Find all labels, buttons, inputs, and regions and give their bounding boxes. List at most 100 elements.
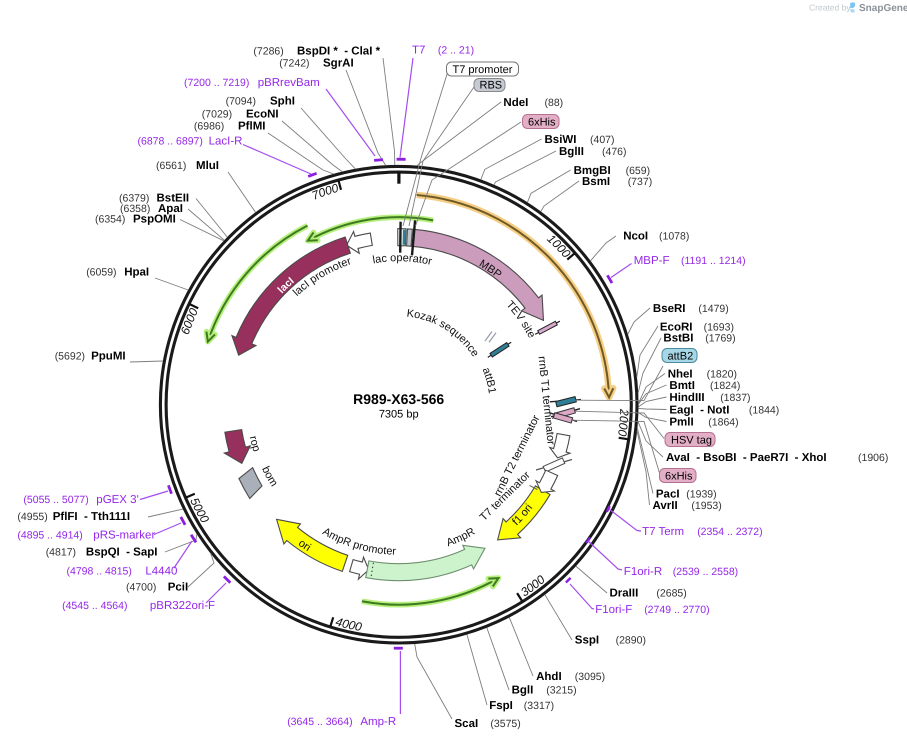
svg-text:(1820): (1820): [707, 369, 737, 381]
svg-text:(3575): (3575): [490, 718, 520, 730]
svg-text:6xHis: 6xHis: [528, 116, 556, 128]
svg-text:F1ori-F: F1ori-F: [595, 604, 632, 616]
svg-text:(2 .. 21): (2 .. 21): [438, 45, 474, 57]
svg-text:Amp-R: Amp-R: [360, 716, 396, 728]
svg-text:(6561): (6561): [156, 160, 186, 172]
svg-text:(6354): (6354): [95, 214, 125, 226]
svg-text:(3215): (3215): [546, 685, 576, 697]
svg-text:Created by: Created by: [809, 3, 851, 13]
svg-text:PflFI - Tth111I: PflFI - Tth111I: [53, 511, 130, 523]
svg-text:NdeI: NdeI: [503, 97, 528, 109]
svg-text:BsiWI: BsiWI: [545, 134, 577, 146]
svg-text:(1191 .. 1214): (1191 .. 1214): [681, 255, 746, 267]
svg-text:(7029): (7029): [202, 109, 232, 121]
svg-text:(3317): (3317): [524, 700, 554, 712]
svg-text:(1864): (1864): [708, 417, 738, 429]
svg-text:(2539 .. 2558): (2539 .. 2558): [673, 566, 738, 578]
svg-text:(4895 .. 4914): (4895 .. 4914): [17, 530, 82, 542]
svg-text:EcoNI: EcoNI: [246, 109, 279, 121]
svg-text:attB1: attB1: [480, 366, 498, 394]
svg-text:T7 promoter: T7 promoter: [453, 64, 513, 76]
svg-text:(5692): (5692): [55, 351, 85, 363]
svg-text:AvaI - BsoBI - PaeR7I - Xho: AvaI - BsoBI - PaeR7I - XhoI: [666, 452, 827, 464]
svg-text:pRS-marker: pRS-marker: [93, 530, 155, 542]
svg-text:(4817): (4817): [46, 547, 76, 559]
svg-text:(2890): (2890): [616, 635, 646, 647]
svg-text:(6878 .. 6897): (6878 .. 6897): [138, 136, 203, 148]
svg-text:MBP-F: MBP-F: [634, 255, 670, 267]
svg-text:FspI: FspI: [489, 700, 513, 712]
svg-text:(1837): (1837): [720, 392, 750, 404]
svg-text:6xHis: 6xHis: [665, 470, 693, 482]
svg-text:AmpR: AmpR: [445, 526, 477, 550]
svg-text:(7094): (7094): [226, 96, 256, 108]
svg-text:L4440: L4440: [145, 566, 177, 578]
svg-text:(2749 .. 2770): (2749 .. 2770): [644, 604, 709, 616]
svg-text:pBRrevBam: pBRrevBam: [258, 77, 320, 89]
svg-text:BspDI * - ClaI *: BspDI * - ClaI *: [297, 46, 381, 58]
svg-text:(88): (88): [545, 97, 564, 109]
svg-text:(5055 .. 5077): (5055 .. 5077): [23, 494, 88, 506]
svg-text:(4545 .. 4564): (4545 .. 4564): [62, 600, 127, 612]
svg-text:(4700): (4700): [126, 582, 156, 594]
svg-text:PciI: PciI: [168, 582, 188, 594]
svg-text:7305 bp: 7305 bp: [379, 409, 419, 421]
svg-text:(476): (476): [602, 146, 627, 158]
svg-text:(6059): (6059): [86, 267, 116, 279]
svg-text:PflMI: PflMI: [238, 121, 265, 133]
svg-text:(407): (407): [590, 134, 615, 146]
svg-text:(4955): (4955): [17, 511, 47, 523]
svg-text:R989-X63-566: R989-X63-566: [353, 391, 444, 407]
svg-text:(7200 .. 7219): (7200 .. 7219): [184, 77, 249, 89]
svg-text:attB2: attB2: [668, 350, 694, 362]
svg-text:BglI: BglI: [512, 685, 534, 697]
svg-text:BmtI: BmtI: [669, 380, 695, 392]
svg-text:(1769): (1769): [705, 333, 735, 345]
svg-text:HSV tag: HSV tag: [671, 434, 712, 446]
svg-text:T7 Term: T7 Term: [642, 526, 684, 538]
svg-text:lac operator: lac operator: [372, 252, 434, 268]
svg-text:HpaI: HpaI: [124, 267, 149, 279]
svg-text:(3095): (3095): [575, 671, 605, 683]
svg-text:SnapGene: SnapGene: [859, 3, 907, 14]
svg-text:(7242): (7242): [279, 58, 309, 70]
svg-text:EagI - NotI: EagI - NotI: [669, 405, 729, 417]
svg-text:(1906): (1906): [858, 452, 888, 464]
svg-text:BstBI: BstBI: [663, 333, 693, 345]
svg-text:T7: T7: [412, 45, 425, 57]
svg-text:NcoI: NcoI: [623, 231, 648, 243]
svg-text:SphI: SphI: [270, 96, 295, 108]
svg-text:BsmI: BsmI: [582, 176, 610, 188]
svg-text:(3645 .. 3664): (3645 .. 3664): [287, 716, 352, 728]
svg-text:pGEX 3': pGEX 3': [96, 494, 138, 506]
svg-text:NheI: NheI: [668, 369, 693, 381]
svg-text:(6986): (6986): [194, 121, 224, 133]
svg-text:(2685): (2685): [656, 588, 686, 600]
svg-text:AhdI: AhdI: [536, 671, 562, 683]
svg-text:bom: bom: [259, 465, 280, 489]
svg-text:(1078): (1078): [659, 231, 689, 243]
svg-text:(1939): (1939): [686, 489, 716, 501]
svg-text:BspQI - SapI: BspQI - SapI: [86, 547, 158, 559]
svg-text:pBR322ori-F: pBR322ori-F: [150, 600, 215, 612]
svg-text:ScaI: ScaI: [455, 718, 479, 730]
svg-text:SspI: SspI: [575, 635, 599, 647]
svg-text:DraIII: DraIII: [610, 588, 639, 600]
svg-text:rop: rop: [247, 435, 263, 453]
svg-text:MluI: MluI: [196, 160, 219, 172]
svg-text:PspOMI: PspOMI: [133, 214, 176, 226]
svg-text:(1479): (1479): [698, 303, 728, 315]
svg-text:4000: 4000: [334, 615, 363, 635]
svg-text:(2354 .. 2372): (2354 .. 2372): [697, 526, 762, 538]
svg-text:SgrAI: SgrAI: [323, 58, 354, 70]
svg-text:(1953): (1953): [691, 500, 721, 512]
svg-text:PacI: PacI: [656, 489, 680, 501]
svg-text:AvrII: AvrII: [653, 500, 678, 512]
svg-text:PpuMI: PpuMI: [91, 351, 126, 363]
svg-text:Kozak sequence: Kozak sequence: [406, 308, 481, 360]
svg-text:rrnB T1 terminator: rrnB T1 terminator: [536, 356, 557, 446]
svg-text:PmlI: PmlI: [669, 417, 693, 429]
svg-text:(4798 .. 4815): (4798 .. 4815): [67, 566, 132, 578]
svg-text:(737): (737): [628, 176, 653, 188]
svg-text:LacI-R: LacI-R: [209, 136, 243, 148]
